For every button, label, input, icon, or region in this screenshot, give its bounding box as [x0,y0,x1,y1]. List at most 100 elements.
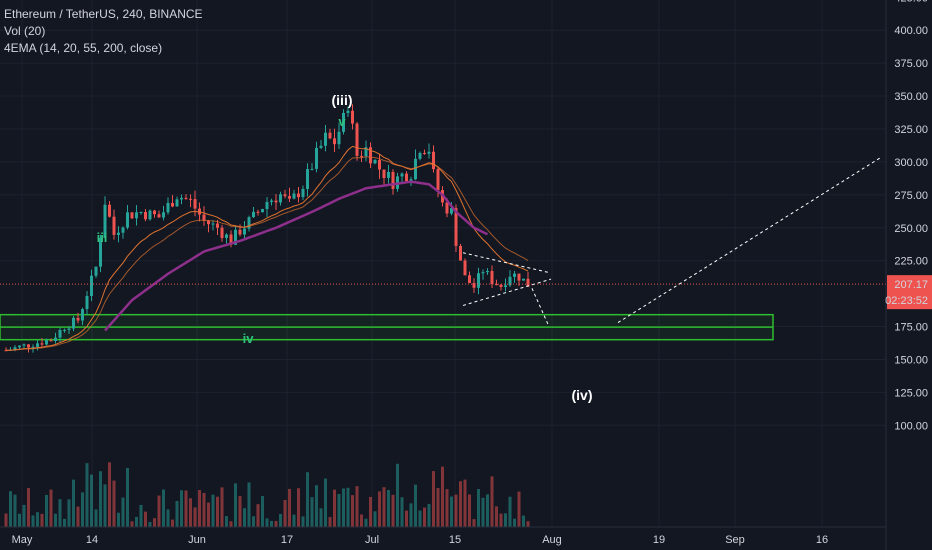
countdown-label: 02:23:52 [885,295,928,307]
volume-bar [445,489,449,527]
candle-body [418,152,422,159]
candle-body [126,212,129,228]
volume-bar [274,520,278,527]
candle-body [256,211,260,213]
candle-body [148,210,152,220]
candle-body [76,317,80,321]
candle-body [81,309,84,321]
candle-body [432,151,435,170]
volume-bar [441,466,444,527]
candle-body [337,131,341,145]
time-axis[interactable]: May 14 Jun 17 Jul 15 Aug 19 Sep 16 [0,526,886,546]
volume-bar [526,521,530,527]
candle-body [414,158,417,180]
volume-bar [297,488,300,527]
ema-20-line [5,156,529,351]
candle-body [274,200,278,203]
volume-bar [481,497,485,527]
candle-body [495,284,498,286]
candle-body [319,145,323,148]
volume-bar [400,497,404,527]
volume-bar [301,516,305,527]
volume-bar [513,518,516,527]
price-axis[interactable]: 450.00425.00400.00375.00350.00325.00300.… [885,0,932,550]
candle-body [342,112,345,132]
volume-bar [99,471,102,527]
annotations: (iii) v iii iv (iv) [0,92,886,403]
candle-body [202,214,206,221]
volume-bar [418,510,422,527]
price-tick-label: 125.00 [894,387,928,399]
volume-bar [360,514,363,527]
candle-body [400,173,404,177]
candle-body [207,220,210,225]
candle-body [108,204,111,217]
time-tick-label: 16 [816,534,828,546]
volume-bar [81,492,84,527]
volume-bar [130,521,134,527]
candle-body [135,212,138,219]
volume-bar [508,496,512,527]
price-tick-label: 300.00 [894,157,928,169]
candle-body [117,232,120,235]
candle-body [18,345,21,348]
volume-bars [4,462,530,527]
price-tick-label: 100.00 [894,420,928,432]
volume-bar [463,479,467,527]
volume-bar [468,494,471,527]
volume-bar [153,518,156,527]
candle-body [513,273,516,277]
volume-bar [342,488,345,527]
volume-bar [450,496,453,527]
candle-body [36,343,39,347]
chart-legend: Ethereum / TetherUS, 240, BINANCE Vol (2… [4,6,203,57]
volume-bar [396,463,399,527]
volume-bar [202,492,206,527]
candle-body [472,283,476,288]
volume-bar [4,513,8,527]
volume-bar [198,489,201,527]
volume-bar [49,489,53,527]
candle-body [378,160,381,170]
candle-body [522,278,525,281]
volume-bar [139,504,143,527]
candle-body [13,347,17,350]
price-tick-label: 400.00 [894,25,928,37]
volume-bar [85,463,89,527]
time-tick-label: Jun [188,534,206,546]
wave-label-iv-paren: (iv) [572,387,593,403]
candle-body [184,197,188,199]
symbol-title[interactable]: Ethereum / TetherUS, 240, BINANCE [4,7,203,21]
volume-bar [504,513,507,527]
volume-bar [265,518,269,527]
volume-bar [40,513,44,527]
volume-bar [351,495,354,527]
candle-body [427,151,431,154]
volume-bar [225,516,228,527]
volume-bar [144,511,147,527]
volume-bar [409,503,413,527]
candle-body [166,202,170,213]
candle-body [360,155,363,157]
candle-body [391,171,395,189]
candle-body [180,197,183,200]
candle-body [436,169,440,191]
candle-body [144,212,147,220]
candle-body [423,152,426,154]
volume-bar [283,500,287,527]
candle-body [445,202,449,214]
volume-indicator-label[interactable]: Vol (20) [4,24,46,38]
volume-bar [63,518,66,527]
candle-body [211,223,215,225]
volume-bar [31,515,35,527]
ema-indicator-label[interactable]: 4EMA (14, 20, 55, 200, close) [4,41,163,55]
candle-body [103,204,107,239]
candle-body [247,217,251,229]
volume-bar [270,520,273,527]
volume-bar [18,513,21,527]
price-tick-label: 150.00 [894,354,928,366]
volume-bar [90,474,93,527]
volume-bar [220,487,224,527]
time-tick-label: Jul [365,534,379,546]
